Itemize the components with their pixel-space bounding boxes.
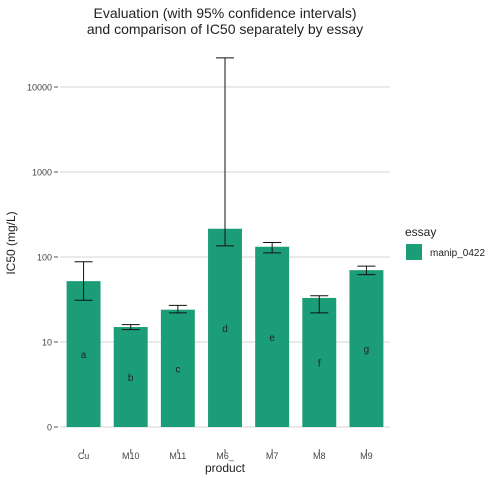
- legend: essay manip_0422: [405, 225, 485, 260]
- group-label: c: [175, 364, 180, 375]
- group-label: e: [269, 333, 275, 344]
- error-bars: [74, 57, 376, 331]
- group-label: f: [318, 358, 321, 369]
- x-tick-label: M7: [266, 451, 279, 461]
- bar: [66, 281, 101, 427]
- bar: [255, 246, 290, 427]
- legend-swatch: [406, 244, 422, 260]
- group-label: g: [364, 345, 370, 356]
- y-tick-label: 0: [47, 423, 52, 433]
- x-tick-label: M9: [360, 451, 373, 461]
- x-axis-label: product: [205, 461, 246, 475]
- legend-title: essay: [405, 225, 436, 239]
- bar: [160, 309, 195, 427]
- axes: 0 10 100 1000 10000 Cu M10 M11 M6_ M7 M8 M9: [27, 83, 373, 462]
- y-tick-label: 10000: [27, 83, 52, 93]
- x-tick-label: M10: [122, 451, 140, 461]
- x-tick-label: M8: [313, 451, 326, 461]
- bar: [349, 270, 384, 427]
- group-labels: a b c d e f g: [81, 324, 369, 384]
- legend-label: manip_0422: [430, 248, 485, 259]
- x-tick-label: M6_: [216, 451, 235, 461]
- y-tick-label: 100: [37, 253, 52, 263]
- bar: [302, 297, 337, 427]
- group-label: d: [222, 324, 228, 335]
- chart-title-line: and comparison of IC50 separately by ess…: [87, 21, 363, 37]
- x-tick-label: Cu: [78, 451, 90, 461]
- y-axis-label: IC50 (mg/L): [4, 211, 18, 274]
- chart-title-line: Evaluation (with 95% confidence interval…: [93, 5, 356, 21]
- group-label: a: [81, 350, 87, 361]
- bars: [66, 228, 384, 427]
- bar: [208, 228, 242, 427]
- bar: [113, 327, 148, 427]
- chart-title: Evaluation (with 95% confidence interval…: [87, 5, 363, 37]
- y-tick-label: 10: [42, 338, 52, 348]
- y-tick-label: 1000: [32, 168, 52, 178]
- group-label: b: [128, 373, 134, 384]
- x-tick-label: M11: [169, 451, 186, 461]
